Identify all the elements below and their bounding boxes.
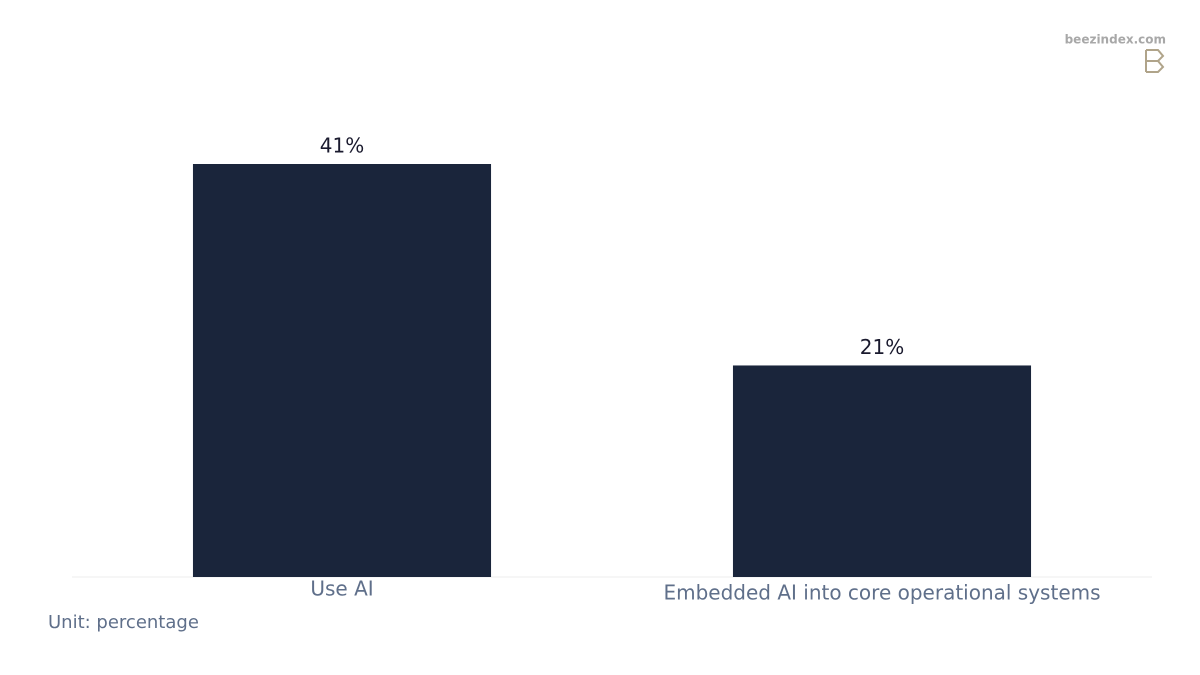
watermark: beezindex.com — [1065, 33, 1166, 47]
value-label: 21% — [860, 335, 904, 359]
bar — [732, 365, 1032, 577]
logo — [1145, 49, 1165, 73]
value-label: 41% — [320, 134, 364, 158]
x-tick-label: Embedded AI into core operational system… — [663, 581, 1100, 605]
unit-note: Unit: percentage — [48, 612, 199, 633]
x-tick-label: Use AI — [310, 577, 373, 601]
bar — [192, 164, 492, 577]
